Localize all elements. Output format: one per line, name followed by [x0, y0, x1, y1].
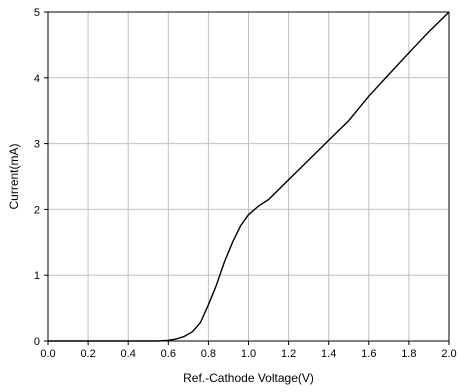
y-tick-label: 5 — [34, 7, 40, 19]
x-tick-label: 0.8 — [201, 348, 216, 360]
x-tick-label: 1.4 — [321, 348, 336, 360]
y-axis-title: Current(mA) — [7, 143, 21, 209]
y-tick-label: 2 — [34, 204, 40, 216]
grid-lines — [48, 12, 449, 341]
x-tick-label: 1.2 — [281, 348, 296, 360]
y-tick-label: 3 — [34, 139, 40, 151]
x-axis-ticks: 0.0 0.2 0.4 0.6 0.8 1.0 1.2 1.4 1.6 1.8 2.0 — [40, 341, 457, 360]
x-tick-label: 1.8 — [401, 348, 416, 360]
plot-line-group — [48, 11, 450, 342]
y-axis-ticks: 0 1 2 3 4 5 — [34, 7, 48, 348]
x-tick-label: 1.0 — [241, 348, 256, 360]
x-tick-label: 0.6 — [161, 348, 176, 360]
x-tick-label: 0.0 — [40, 348, 55, 360]
x-tick-label: 1.6 — [361, 348, 376, 360]
x-tick-label: 2.0 — [441, 348, 456, 360]
x-tick-label: 0.2 — [80, 348, 95, 360]
y-tick-label: 4 — [34, 73, 40, 85]
y-tick-label: 0 — [34, 336, 40, 348]
y-tick-label: 1 — [34, 270, 40, 282]
current-voltage-line — [48, 11, 450, 342]
x-axis-title: Ref.-Cathode Voltage(V) — [183, 371, 314, 385]
x-tick-label: 0.4 — [121, 348, 136, 360]
